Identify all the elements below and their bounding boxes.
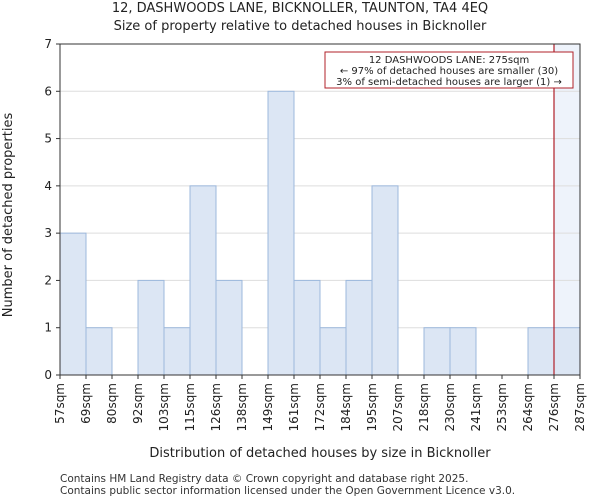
bar (345, 279, 373, 376)
annotation-frame (324, 51, 574, 89)
annotation-line-3: 3% of semi-detached houses are larger (1… (336, 77, 562, 88)
bar (215, 279, 243, 376)
x-tick-label: 92sqm (131, 383, 145, 424)
x-tick-label: 138sqm (235, 383, 249, 431)
x-tick-label: 80sqm (105, 383, 119, 424)
y-tick-label: 7 (44, 37, 52, 51)
bar (293, 279, 321, 376)
x-tick-label: 126sqm (209, 383, 223, 431)
bar (423, 327, 451, 376)
footer-line-2: Contains public sector information licen… (60, 485, 515, 497)
bar (553, 327, 581, 376)
y-tick-label: 4 (44, 179, 52, 193)
x-tick-label: 287sqm (573, 383, 587, 431)
annotation-line-1: 12 DASHWOODS LANE: 275sqm (369, 55, 529, 66)
footer-line-1: Contains HM Land Registry data © Crown c… (60, 473, 468, 485)
y-axis-label: Number of detached properties (1, 113, 16, 318)
x-tick-label: 184sqm (339, 383, 353, 431)
bar (189, 185, 217, 376)
bar (85, 327, 113, 376)
bar (371, 185, 399, 376)
y-tick-label: 5 (44, 132, 52, 146)
x-tick-label: 57sqm (53, 383, 67, 424)
x-tick-label: 230sqm (443, 383, 457, 431)
x-tick-label: 161sqm (287, 383, 301, 431)
chart-title: 12, DASHWOODS LANE, BICKNOLLER, TAUNTON,… (112, 1, 488, 16)
y-axis-ticks: 0 1 2 3 4 5 6 7 (44, 37, 60, 382)
x-tick-label: 218sqm (417, 383, 431, 431)
y-tick-label: 0 (44, 368, 52, 382)
bar (137, 279, 165, 376)
x-tick-label: 172sqm (313, 383, 327, 431)
chart-subtitle: Size of property relative to detached ho… (114, 19, 487, 34)
x-tick-label: 103sqm (157, 383, 171, 431)
annotation-box: 12 DASHWOODS LANE: 275sqm ← 97% of detac… (324, 51, 574, 89)
bar (59, 232, 87, 376)
x-tick-label: 207sqm (391, 383, 405, 431)
x-tick-label: 241sqm (469, 383, 483, 431)
x-tick-label: 69sqm (79, 383, 93, 424)
x-axis-label: Distribution of detached houses by size … (149, 446, 491, 461)
y-tick-label: 1 (44, 321, 52, 335)
y-tick-label: 6 (44, 84, 52, 98)
highlight-region (554, 44, 580, 375)
annotation-line-2: ← 97% of detached houses are smaller (30… (340, 66, 558, 77)
bar (319, 327, 347, 376)
bar (449, 327, 477, 376)
y-tick-label: 2 (44, 273, 52, 287)
x-axis-ticks: 57sqm 69sqm 80sqm 92sqm 103sqm 115sqm 126sqm 13… (53, 375, 587, 431)
x-tick-label: 253sqm (495, 383, 509, 431)
x-tick-label: 264sqm (521, 383, 535, 431)
x-tick-label: 149sqm (261, 383, 275, 431)
bar (527, 327, 555, 376)
x-tick-label: 195sqm (365, 383, 379, 431)
bar (267, 90, 295, 376)
x-tick-label: 115sqm (183, 383, 197, 431)
bar (163, 327, 191, 376)
y-tick-label: 3 (44, 226, 52, 240)
x-tick-label: 276sqm (547, 383, 561, 431)
bars (59, 90, 581, 376)
